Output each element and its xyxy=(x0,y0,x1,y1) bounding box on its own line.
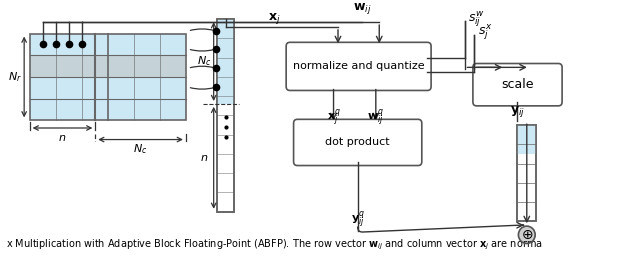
Text: $\mathbf{x}_j$: $\mathbf{x}_j$ xyxy=(268,11,280,26)
Text: $s_{ij}^w$: $s_{ij}^w$ xyxy=(468,9,484,29)
FancyBboxPatch shape xyxy=(218,19,234,212)
Circle shape xyxy=(518,226,535,243)
FancyBboxPatch shape xyxy=(473,63,562,106)
Text: $s_j^x$: $s_j^x$ xyxy=(477,23,492,42)
Text: $\mathbf{w}_{ij}$: $\mathbf{w}_{ij}$ xyxy=(353,1,372,16)
Text: $\mathbf{y}_{ij}$: $\mathbf{y}_{ij}$ xyxy=(510,104,525,119)
FancyBboxPatch shape xyxy=(294,119,422,166)
Text: $\mathbf{x}_j^q$: $\mathbf{x}_j^q$ xyxy=(326,107,340,128)
Text: $N_c$: $N_c$ xyxy=(133,142,148,156)
Text: x Multiplication with Adaptive Block Floating-Point (ABFP). The row vector $\mat: x Multiplication with Adaptive Block Flo… xyxy=(6,238,542,252)
FancyBboxPatch shape xyxy=(518,125,536,154)
Text: normalize and quantize: normalize and quantize xyxy=(293,61,424,71)
Text: $\mathbf{y}_{ij}^q$: $\mathbf{y}_{ij}^q$ xyxy=(351,209,365,230)
FancyBboxPatch shape xyxy=(29,55,186,77)
Text: $n$: $n$ xyxy=(200,153,209,163)
FancyBboxPatch shape xyxy=(218,19,234,104)
FancyBboxPatch shape xyxy=(29,34,186,120)
Text: $N_c$: $N_c$ xyxy=(197,55,212,69)
Text: $N_r$: $N_r$ xyxy=(8,70,22,84)
Text: dot product: dot product xyxy=(325,137,390,147)
FancyBboxPatch shape xyxy=(518,125,536,221)
Text: $n$: $n$ xyxy=(58,133,67,143)
FancyBboxPatch shape xyxy=(286,42,431,90)
Text: scale: scale xyxy=(501,78,534,91)
Text: $\oplus$: $\oplus$ xyxy=(520,228,533,242)
Text: $\mathbf{w}_{ij}^q$: $\mathbf{w}_{ij}^q$ xyxy=(367,107,384,128)
